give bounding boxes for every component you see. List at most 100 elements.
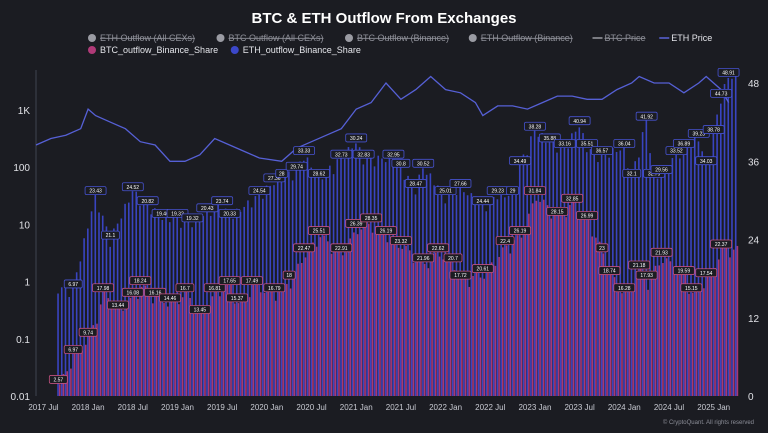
eth-label-text: 29.23 — [491, 189, 504, 195]
btc-share-bar — [531, 203, 534, 396]
eth-share-bar — [425, 174, 428, 396]
eth-label-text: 27.36 — [268, 176, 281, 182]
btc-share-bar — [278, 290, 281, 396]
eth-label-text: 44.73 — [715, 92, 728, 98]
btc-data-label: 15.37 — [226, 293, 248, 303]
eth-label-box — [330, 149, 353, 159]
eth-share-bar — [548, 142, 551, 396]
eth-share-bar — [329, 165, 331, 396]
eth-share-bar — [377, 155, 380, 396]
eth-label-text: 32.73 — [335, 152, 348, 158]
legend-item: ETH Outflow (All CEXs) — [88, 33, 195, 43]
btc-data-label: 23.32 — [389, 236, 412, 246]
btc-share-bar — [706, 276, 709, 396]
eth-data-label: 32.1 — [622, 168, 642, 178]
btc-share-bar — [241, 295, 243, 396]
eth-share-bar — [366, 157, 368, 396]
eth-share-bar — [373, 166, 376, 396]
eth-data-label: 6.97 — [63, 279, 83, 289]
legend-dot-icon — [88, 34, 96, 42]
eth-label-text: 36.57 — [596, 149, 609, 155]
btc-label-box — [175, 283, 195, 293]
eth-label-text: 23.43 — [89, 189, 102, 195]
btc-data-label: 28.15 — [546, 206, 569, 216]
btc-share-bar — [721, 246, 724, 396]
eth-share-bar — [161, 219, 164, 396]
btc-data-label: 26.19 — [375, 226, 397, 235]
eth-share-bar — [481, 202, 484, 396]
btc-share-bar — [152, 303, 154, 396]
eth-label-box — [275, 168, 289, 178]
btc-share-bar — [654, 265, 657, 396]
eth-label-text: 28.62 — [313, 171, 326, 177]
eth-share-bar — [574, 131, 577, 396]
legend-label: BTC Outflow (Binance) — [357, 33, 449, 43]
eth-share-bar — [209, 215, 212, 396]
eth-share-bar — [664, 166, 666, 396]
eth-label-text: 48.91 — [722, 70, 735, 76]
btc-data-label: 20.7 — [443, 253, 463, 263]
btc-share-bar — [449, 258, 452, 396]
y-left-tick-label: 0.1 — [16, 335, 30, 346]
eth-data-label: 28.47 — [404, 179, 427, 188]
eth-share-bar — [370, 156, 372, 396]
btc-share-bar — [580, 215, 582, 396]
btc-share-bar — [610, 274, 612, 396]
eth-data-label: 41.92 — [635, 111, 658, 121]
eth-label-box — [710, 89, 733, 98]
btc-share-bar — [475, 272, 478, 396]
btc-data-label: 16.7 — [175, 283, 195, 293]
btc-share-bar — [118, 307, 121, 396]
btc-share-bar — [669, 261, 672, 396]
legend-item: ETH Price — [659, 33, 712, 43]
eth-label-box — [121, 182, 144, 192]
btc-label-text: 21.18 — [633, 263, 646, 269]
btc-label-text: 26.99 — [581, 214, 594, 220]
x-tick-label: 2024 Jul — [654, 403, 684, 412]
eth-label-box — [591, 146, 613, 156]
y-left-axis: 0.01 0.1 1 10 100 1K — [11, 70, 37, 403]
eth-data-label: 32.73 — [330, 149, 353, 159]
btc-share-bar — [546, 205, 549, 396]
btc-share-bar — [542, 199, 545, 396]
eth-share-bar — [734, 73, 737, 396]
btc-data-label: 25.51 — [308, 226, 330, 235]
eth-price-layer — [35, 75, 730, 162]
eth-label-box — [181, 213, 204, 223]
btc-share-bar — [650, 273, 653, 396]
eth-share-bar — [407, 175, 409, 396]
btc-share-bar — [215, 290, 217, 396]
eth-share-bar — [496, 199, 499, 396]
eth-share-bar — [362, 164, 365, 396]
eth-share-bar — [262, 198, 264, 396]
eth-data-label: 20.33 — [218, 208, 241, 218]
btc-share-bar — [435, 252, 437, 396]
btc-share-bar — [408, 250, 411, 396]
btc-share-bar — [509, 253, 512, 396]
eth-share-bar — [355, 143, 357, 396]
btc-data-label: 23 — [595, 243, 609, 253]
eth-data-label: 36.04 — [613, 139, 636, 148]
btc-label-text: 20.61 — [477, 267, 490, 273]
eth-label-box — [293, 146, 315, 156]
btc-label-text: 16.08 — [127, 290, 140, 296]
y-right-tick-label: 36 — [748, 157, 760, 168]
btc-data-label: 21.18 — [628, 260, 651, 270]
btc-label-box — [92, 283, 114, 293]
eth-label-box — [285, 161, 308, 171]
eth-label-text: 24.54 — [253, 189, 266, 195]
btc-share-bar — [356, 234, 359, 396]
btc-share-bar — [714, 267, 716, 396]
btc-share-bar — [569, 205, 571, 396]
eth-label-box — [248, 186, 271, 195]
eth-share-bar — [187, 220, 190, 396]
eth-share-bar — [94, 191, 97, 396]
eth-data-label: 24.52 — [121, 182, 144, 192]
legend-item: BTC Outflow (Binance) — [345, 33, 449, 43]
btc-share-bar — [405, 245, 407, 396]
eth-label-box — [471, 196, 494, 206]
btc-label-box — [613, 283, 636, 293]
eth-label-box — [412, 158, 435, 168]
btc-data-label: 20.61 — [471, 264, 494, 273]
btc-label-text: 17.54 — [700, 271, 713, 277]
